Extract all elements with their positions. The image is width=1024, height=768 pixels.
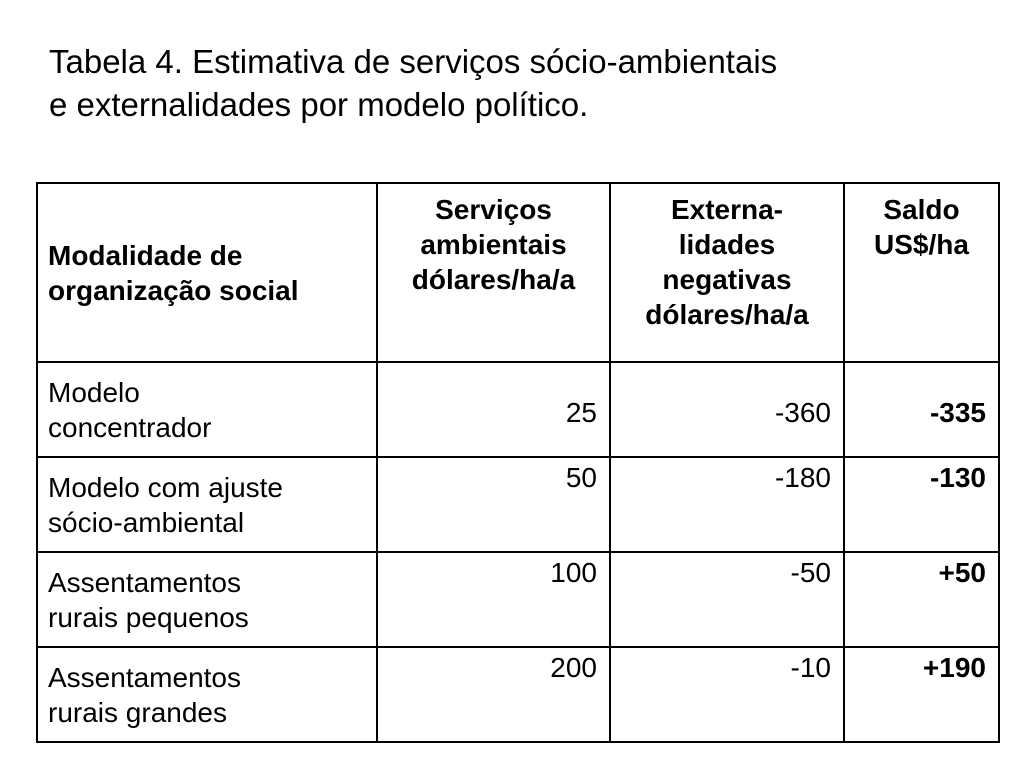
header-text: Externa- xyxy=(670,194,784,225)
externalidades-value: -360 xyxy=(609,361,845,458)
title-line-2: e externalidades por modelo político. xyxy=(49,86,589,123)
row-label-text: Modelo xyxy=(48,377,140,408)
saldo-value: -130 xyxy=(843,456,1000,553)
page-title: Tabela 4. Estimativa de serviços sócio-a… xyxy=(49,40,989,126)
table-row: Modelo com ajuste sócio-ambiental 50 -18… xyxy=(36,456,1000,553)
table-row: Assentamentos rurais grandes 200 -10 +19… xyxy=(36,646,1000,743)
row-label-text: rurais grandes xyxy=(48,697,227,728)
row-label-text: Modelo com ajuste xyxy=(48,472,284,503)
header-modalidade: Modalidade de organização social xyxy=(36,182,378,363)
row-label: Assentamentos rurais pequenos xyxy=(36,551,378,648)
header-text: organização social xyxy=(48,274,299,306)
header-text: dólares/ha/a xyxy=(645,299,809,330)
row-label-text: sócio-ambiental xyxy=(48,507,245,538)
header-text: Modalidade de xyxy=(48,239,243,271)
externalidades-value: -10 xyxy=(609,646,845,743)
row-label-text: Assentamentos xyxy=(48,567,241,598)
header-text: negativas xyxy=(662,264,792,295)
header-servicos: Serviços ambientais dólares/ha/a xyxy=(376,182,611,363)
header-saldo: Saldo US$/ha xyxy=(843,182,1000,363)
servicos-value: 50 xyxy=(376,456,611,553)
servicos-value: 25 xyxy=(376,361,611,458)
servicos-value: 200 xyxy=(376,646,611,743)
table-row: Assentamentos rurais pequenos 100 -50 +5… xyxy=(36,551,1000,648)
title-line-1: Tabela 4. Estimativa de serviços sócio-a… xyxy=(49,43,778,80)
externalidades-value: -180 xyxy=(609,456,845,553)
estimates-table: Modalidade de organização social Serviço… xyxy=(36,182,1000,743)
servicos-value: 100 xyxy=(376,551,611,648)
row-label-text: rurais pequenos xyxy=(48,602,249,633)
externalidades-value: -50 xyxy=(609,551,845,648)
header-text: ambientais xyxy=(420,229,567,260)
header-text: Saldo xyxy=(883,194,960,225)
saldo-value: -335 xyxy=(843,361,1000,458)
header-externalidades: Externa- lidades negativas dólares/ha/a xyxy=(609,182,845,363)
table-header-row: Modalidade de organização social Serviço… xyxy=(36,182,1000,363)
row-label: Modelo concentrador xyxy=(36,361,378,458)
header-text: dólares/ha/a xyxy=(411,264,576,295)
table-row: Modelo concentrador 25 -360 -335 xyxy=(36,361,1000,458)
row-label: Assentamentos rurais grandes xyxy=(36,646,378,743)
header-text: US$/ha xyxy=(874,229,969,260)
saldo-value: +190 xyxy=(843,646,1000,743)
row-label-text: Assentamentos xyxy=(48,662,241,693)
saldo-value: +50 xyxy=(843,551,1000,648)
header-text: lidades xyxy=(678,229,776,260)
row-label: Modelo com ajuste sócio-ambiental xyxy=(36,456,378,553)
row-label-text: concentrador xyxy=(48,412,212,443)
header-text: Serviços xyxy=(435,194,552,225)
